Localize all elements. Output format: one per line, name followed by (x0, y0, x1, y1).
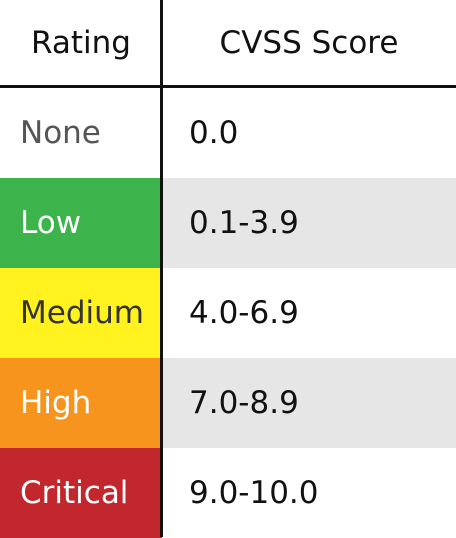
column-divider (160, 0, 163, 537)
header-rating: Rating (31, 24, 131, 61)
header-cvss-score: CVSS Score (219, 24, 399, 61)
table-row-high: High 7.0-8.9 (0, 358, 456, 448)
rating-cell: Critical (0, 448, 162, 538)
table-row-low: Low 0.1-3.9 (0, 178, 456, 268)
score-cell: 0.1-3.9 (162, 178, 456, 268)
score-cell: 4.0-6.9 (162, 268, 456, 358)
score-cell: 9.0-10.0 (162, 448, 456, 538)
rating-cell: None (0, 88, 162, 178)
rating-cell: Medium (0, 268, 162, 358)
table-row-medium: Medium 4.0-6.9 (0, 268, 456, 358)
score-cell: 0.0 (162, 88, 456, 178)
rating-cell: Low (0, 178, 162, 268)
table-header-row: Rating CVSS Score (0, 0, 456, 88)
score-cell: 7.0-8.9 (162, 358, 456, 448)
rating-cell: High (0, 358, 162, 448)
table-row-critical: Critical 9.0-10.0 (0, 448, 456, 538)
table-row-none: None 0.0 (0, 88, 456, 178)
